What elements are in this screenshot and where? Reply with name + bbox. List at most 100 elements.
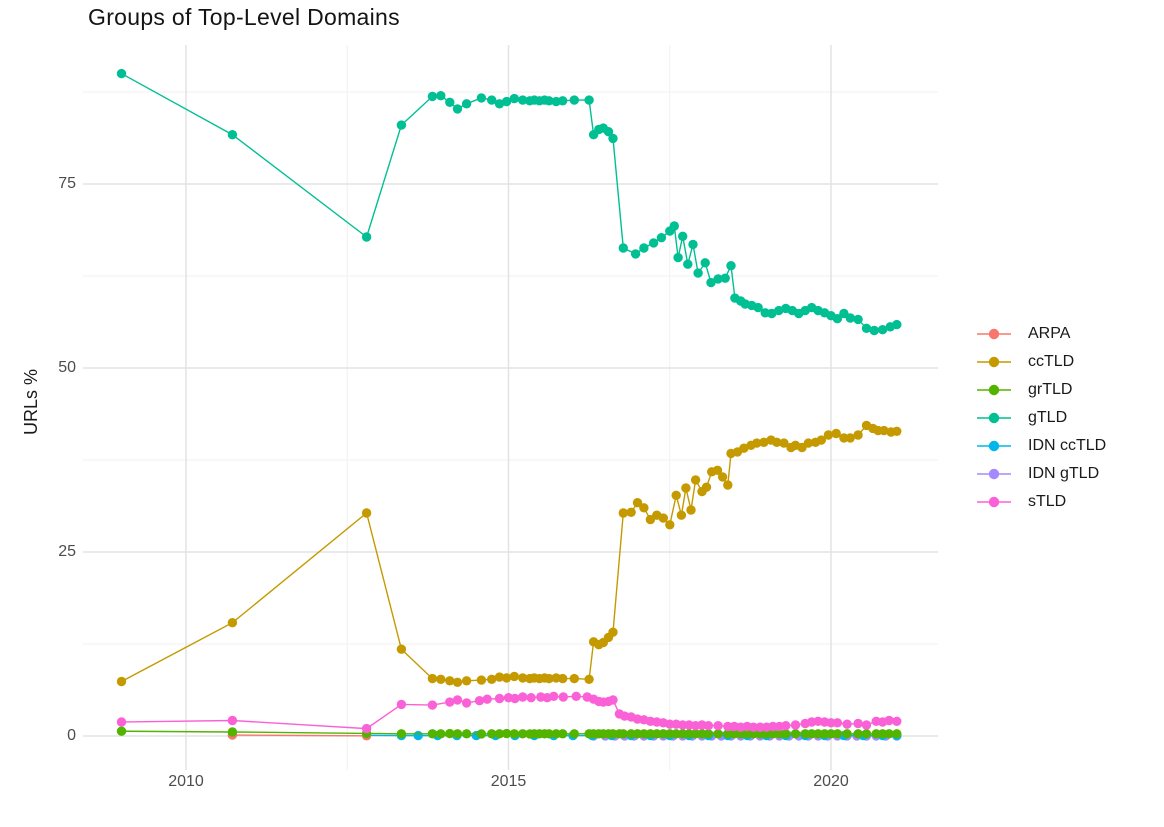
data-point [630, 249, 641, 259]
data-point [618, 729, 628, 739]
data-point [474, 696, 485, 706]
data-point [227, 727, 238, 737]
data-point [853, 430, 863, 440]
data-point [842, 729, 852, 739]
legend-item-IDN-ccTLD: IDN ccTLD [976, 432, 1106, 460]
data-point [781, 729, 791, 739]
legend-item-sTLD: sTLD [976, 488, 1106, 516]
data-point [676, 510, 687, 520]
legend-item-grTLD: grTLD [976, 376, 1106, 404]
data-point [116, 68, 127, 79]
data-point [723, 729, 733, 739]
data-point [487, 674, 497, 684]
data-point [626, 507, 636, 517]
data-point [482, 694, 492, 704]
y-axis-tick-label: 75 [58, 175, 76, 192]
data-point [603, 127, 614, 137]
data-point [436, 729, 446, 739]
y-axis-tick-label: 25 [58, 543, 76, 560]
legend-key-dot [988, 384, 1000, 396]
data-point [361, 723, 372, 734]
data-point [501, 728, 512, 739]
data-point [736, 729, 746, 739]
series-sTLD [116, 691, 902, 734]
y-axis-tick-label: 0 [67, 727, 76, 744]
data-point [713, 721, 723, 731]
data-point [452, 729, 463, 739]
legend-key-icon [977, 440, 1011, 452]
data-point [361, 508, 372, 518]
data-point [618, 243, 628, 253]
data-point [461, 729, 472, 739]
legend-label: IDN ccTLD [1028, 437, 1107, 454]
data-point [487, 729, 497, 739]
data-point [772, 437, 782, 447]
data-point [116, 676, 127, 687]
legend-item-ARPA: ARPA [976, 320, 1106, 348]
data-point [678, 231, 688, 241]
data-point [790, 729, 801, 739]
data-point [569, 729, 579, 739]
y-axis-tick-label: 50 [58, 359, 76, 376]
data-point [832, 718, 843, 728]
data-point [779, 438, 789, 448]
data-point [494, 99, 505, 109]
legend-key-icon [977, 356, 1011, 368]
data-point [768, 729, 778, 739]
data-point [790, 720, 801, 730]
data-point [476, 93, 487, 103]
legend-item-ccTLD: ccTLD [976, 348, 1106, 376]
data-point [703, 729, 714, 739]
data-point [759, 437, 769, 447]
data-point [558, 96, 568, 106]
data-point [569, 95, 579, 105]
data-point [700, 258, 710, 268]
data-point [853, 729, 863, 739]
data-point [892, 729, 902, 739]
data-point [832, 314, 843, 324]
data-point [227, 130, 238, 140]
data-point [461, 99, 472, 109]
data-point [413, 730, 423, 741]
data-point [853, 718, 863, 729]
data-point [884, 715, 894, 726]
data-point [861, 729, 872, 739]
data-point [436, 674, 446, 684]
data-point [832, 729, 843, 739]
data-point [753, 302, 763, 313]
data-point [892, 716, 902, 726]
data-point [781, 721, 791, 731]
data-point [652, 729, 662, 739]
data-point [767, 308, 777, 319]
data-point [723, 721, 733, 732]
data-point [476, 729, 487, 739]
data-point [494, 693, 505, 704]
legend-key-dot [988, 496, 1000, 508]
legend-item-IDN-gTLD: IDN gTLD [976, 460, 1106, 488]
data-point [509, 729, 519, 739]
data-point [768, 721, 778, 732]
data-point [713, 729, 723, 739]
data-point [518, 692, 528, 702]
data-point [648, 238, 659, 248]
data-point [518, 673, 528, 683]
data-point [584, 95, 594, 105]
legend-key-icon [977, 496, 1011, 508]
series-ccTLD [116, 420, 902, 687]
data-point [720, 273, 730, 283]
data-point [544, 673, 554, 684]
data-point [853, 314, 863, 325]
data-point [509, 671, 519, 682]
x-axis-tick-label: 2010 [168, 773, 204, 790]
data-point [688, 239, 698, 250]
data-point [681, 483, 691, 493]
data-point [396, 644, 407, 654]
data-point [892, 426, 902, 436]
data-point [683, 259, 693, 269]
data-point [723, 480, 733, 490]
series-grTLD [116, 726, 902, 739]
data-point [739, 443, 749, 453]
legend-key-dot [988, 440, 1000, 452]
data-point [509, 93, 519, 104]
